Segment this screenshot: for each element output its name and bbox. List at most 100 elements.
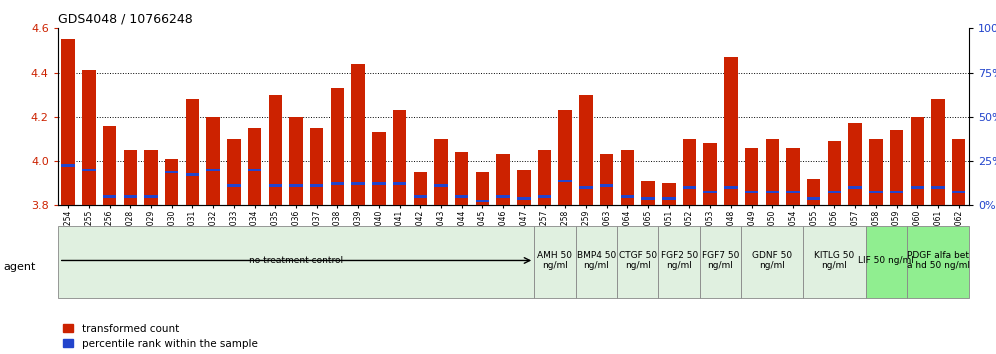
- Bar: [352, 64, 365, 205]
- Bar: [700, 226, 741, 298]
- Text: PDGF alfa bet
a hd 50 ng/ml: PDGF alfa bet a hd 50 ng/ml: [906, 251, 969, 270]
- Text: GDNF 50
ng/ml: GDNF 50 ng/ml: [752, 251, 793, 270]
- Bar: [82, 70, 96, 205]
- Bar: [82, 169, 96, 171]
- Bar: [165, 171, 178, 173]
- Bar: [434, 184, 447, 187]
- Bar: [849, 186, 862, 189]
- Bar: [724, 186, 738, 189]
- Bar: [870, 191, 882, 193]
- Bar: [559, 110, 572, 205]
- Bar: [641, 181, 654, 205]
- Bar: [786, 191, 800, 193]
- Bar: [534, 226, 576, 298]
- Bar: [496, 154, 510, 205]
- Bar: [165, 159, 178, 205]
- Bar: [600, 184, 614, 187]
- Bar: [910, 117, 924, 205]
- Bar: [248, 169, 261, 171]
- Bar: [745, 148, 758, 205]
- Bar: [144, 195, 157, 198]
- Bar: [724, 57, 738, 205]
- Bar: [124, 195, 137, 198]
- Bar: [745, 191, 758, 193]
- Bar: [866, 226, 907, 298]
- Bar: [559, 179, 572, 182]
- Bar: [62, 39, 75, 205]
- Bar: [517, 170, 531, 205]
- Bar: [580, 95, 593, 205]
- Bar: [476, 172, 489, 205]
- Bar: [185, 173, 199, 176]
- Bar: [600, 154, 614, 205]
- Bar: [227, 184, 241, 187]
- Bar: [931, 99, 945, 205]
- Bar: [310, 128, 324, 205]
- Bar: [289, 117, 303, 205]
- Bar: [185, 99, 199, 205]
- Bar: [206, 117, 220, 205]
- Bar: [289, 184, 303, 187]
- Bar: [373, 132, 385, 205]
- Bar: [538, 195, 551, 198]
- Bar: [580, 186, 593, 189]
- Bar: [144, 150, 157, 205]
- Bar: [248, 128, 261, 205]
- Bar: [331, 182, 344, 184]
- Bar: [58, 226, 534, 298]
- Bar: [455, 195, 468, 198]
- Bar: [952, 139, 965, 205]
- Bar: [683, 186, 696, 189]
- Bar: [889, 191, 903, 193]
- Bar: [413, 172, 427, 205]
- Bar: [658, 226, 700, 298]
- Bar: [310, 184, 324, 187]
- Bar: [331, 88, 344, 205]
- Bar: [641, 198, 654, 200]
- Text: FGF2 50
ng/ml: FGF2 50 ng/ml: [660, 251, 698, 270]
- Bar: [910, 186, 924, 189]
- Bar: [103, 195, 117, 198]
- Bar: [227, 139, 241, 205]
- Bar: [870, 139, 882, 205]
- Bar: [662, 198, 675, 200]
- Bar: [662, 183, 675, 205]
- Bar: [766, 191, 779, 193]
- Bar: [807, 179, 821, 205]
- Bar: [352, 182, 365, 184]
- Bar: [849, 124, 862, 205]
- Text: GDS4048 / 10766248: GDS4048 / 10766248: [58, 12, 192, 25]
- Bar: [889, 130, 903, 205]
- Bar: [576, 226, 617, 298]
- Bar: [828, 141, 842, 205]
- Bar: [517, 198, 531, 200]
- Text: agent: agent: [3, 262, 36, 272]
- Bar: [804, 226, 866, 298]
- Bar: [413, 195, 427, 198]
- Text: AMH 50
ng/ml: AMH 50 ng/ml: [538, 251, 573, 270]
- Bar: [807, 198, 821, 200]
- Legend: transformed count, percentile rank within the sample: transformed count, percentile rank withi…: [63, 324, 258, 349]
- Text: FGF7 50
ng/ml: FGF7 50 ng/ml: [702, 251, 739, 270]
- Text: KITLG 50
ng/ml: KITLG 50 ng/ml: [815, 251, 855, 270]
- Bar: [496, 195, 510, 198]
- Bar: [269, 184, 282, 187]
- Bar: [103, 126, 117, 205]
- Bar: [741, 226, 804, 298]
- Text: CTGF 50
ng/ml: CTGF 50 ng/ml: [619, 251, 656, 270]
- Bar: [828, 191, 842, 193]
- Bar: [455, 152, 468, 205]
- Bar: [617, 226, 658, 298]
- Text: no treatment control: no treatment control: [249, 256, 343, 265]
- Bar: [621, 195, 634, 198]
- Bar: [786, 148, 800, 205]
- Bar: [683, 139, 696, 205]
- Bar: [206, 169, 220, 171]
- Bar: [538, 150, 551, 205]
- Bar: [907, 226, 969, 298]
- Bar: [766, 139, 779, 205]
- Bar: [703, 143, 717, 205]
- Bar: [392, 182, 406, 184]
- Bar: [434, 139, 447, 205]
- Bar: [124, 150, 137, 205]
